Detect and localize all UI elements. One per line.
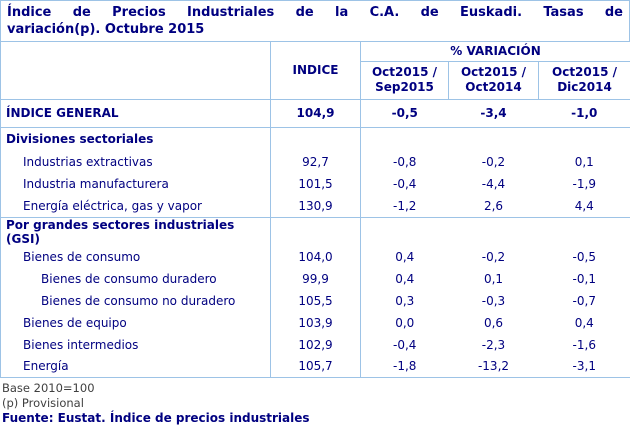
row-label: Industrias extractivas bbox=[0, 151, 271, 173]
cell-var-acumulada bbox=[538, 127, 630, 151]
cell-var-acumulada bbox=[538, 217, 630, 246]
cell-var-interanual: 0,6 bbox=[448, 311, 539, 334]
cell-var-acumulada: -3,1 bbox=[538, 355, 630, 378]
cell-var-acumulada: -1,0 bbox=[538, 99, 630, 128]
row-bienes-consumo-no-duradero: Bienes de consumo no duradero 105,5 0,3 … bbox=[0, 289, 630, 312]
cell-var-mensual: -1,8 bbox=[360, 355, 449, 378]
cell-var-mensual: -0,5 bbox=[360, 99, 449, 128]
cell-indice bbox=[270, 217, 361, 246]
cell-var-mensual: -0,8 bbox=[360, 151, 449, 173]
cell-indice: 103,9 bbox=[270, 311, 361, 334]
indice-column-header: INDICE bbox=[270, 42, 361, 100]
row-bienes-consumo-duradero: Bienes de consumo duradero 99,9 0,4 0,1 … bbox=[0, 267, 630, 290]
cell-indice: 104,9 bbox=[270, 99, 361, 128]
ipi-table: INDICE % VARIACIÓN Oct2015 / Sep2015 Oct… bbox=[0, 42, 630, 378]
period-header-oct2015-sep2015: Oct2015 / Sep2015 bbox=[360, 61, 449, 100]
period-header-oct2015-dic2014: Oct2015 / Dic2014 bbox=[537, 61, 630, 100]
section-label: Divisiones sectoriales bbox=[0, 127, 271, 151]
cell-var-mensual: 0,0 bbox=[360, 311, 449, 334]
row-section-divisiones-sectoriales: Divisiones sectoriales bbox=[0, 127, 630, 151]
cell-var-interanual: 0,1 bbox=[448, 267, 539, 290]
cell-var-mensual bbox=[360, 217, 449, 246]
row-bienes-de-equipo: Bienes de equipo 103,9 0,0 0,6 0,4 bbox=[0, 311, 630, 334]
row-label: Bienes de consumo no duradero bbox=[0, 289, 271, 312]
provisional-note: (p) Provisional bbox=[2, 396, 84, 410]
row-label: Bienes de equipo bbox=[0, 311, 271, 334]
cell-var-interanual bbox=[448, 127, 539, 151]
row-bienes-intermedios: Bienes intermedios 102,9 -0,4 -2,3 -1,6 bbox=[0, 333, 630, 356]
cell-indice: 130,9 bbox=[270, 195, 361, 218]
row-energia: Energía 105,7 -1,8 -13,2 -3,1 bbox=[0, 355, 630, 378]
row-bienes-de-consumo: Bienes de consumo 104,0 0,4 -0,2 -0,5 bbox=[0, 245, 630, 268]
cell-var-acumulada: -1,6 bbox=[538, 333, 630, 356]
cell-var-interanual bbox=[448, 217, 539, 246]
row-section-grandes-sectores-gsi: Por grandes sectores industriales (GSI) bbox=[0, 217, 630, 246]
row-indice-general: ÍNDICE GENERAL 104,9 -0,5 -3,4 -1,0 bbox=[0, 99, 630, 128]
header-row-2: Oct2015 / Sep2015 Oct2015 / Oct2014 Oct2… bbox=[1, 61, 630, 100]
cell-var-acumulada: 0,4 bbox=[538, 311, 630, 334]
base-note: Base 2010=100 bbox=[2, 381, 95, 395]
source-note: Fuente: Eustat. Índice de precios indust… bbox=[2, 411, 310, 425]
row-label: Bienes intermedios bbox=[0, 333, 271, 356]
label-column-header bbox=[0, 42, 271, 100]
cell-var-mensual: 0,4 bbox=[360, 267, 449, 290]
cell-indice: 105,7 bbox=[270, 355, 361, 378]
row-industrias-extractivas: Industrias extractivas 92,7 -0,8 -0,2 0,… bbox=[0, 151, 630, 173]
cell-var-mensual bbox=[360, 127, 449, 151]
cell-var-interanual: -0,2 bbox=[448, 245, 539, 268]
cell-var-acumulada: -0,1 bbox=[538, 267, 630, 290]
cell-var-acumulada: -1,9 bbox=[538, 173, 630, 195]
cell-var-mensual: -0,4 bbox=[360, 173, 449, 195]
cell-var-mensual: -1,2 bbox=[360, 195, 449, 218]
row-label: Energía bbox=[0, 355, 271, 378]
row-energia-electrica-gas-vapor: Energía eléctrica, gas y vapor 130,9 -1,… bbox=[0, 195, 630, 218]
cell-indice: 99,9 bbox=[270, 267, 361, 290]
cell-indice: 105,5 bbox=[270, 289, 361, 312]
cell-var-mensual: -0,4 bbox=[360, 333, 449, 356]
cell-indice: 101,5 bbox=[270, 173, 361, 195]
cell-var-acumulada: 0,1 bbox=[538, 151, 630, 173]
page-title-line2: variación(p). Octubre 2015 bbox=[7, 22, 205, 37]
cell-var-interanual: -4,4 bbox=[448, 173, 539, 195]
cell-var-interanual: -0,3 bbox=[448, 289, 539, 312]
cell-indice: 104,0 bbox=[270, 245, 361, 268]
row-industria-manufacturera: Industria manufacturera 101,5 -0,4 -4,4 … bbox=[0, 173, 630, 195]
cell-var-acumulada: -0,7 bbox=[538, 289, 630, 312]
row-label: Bienes de consumo bbox=[0, 245, 271, 268]
cell-var-mensual: 0,4 bbox=[360, 245, 449, 268]
cell-var-interanual: 2,6 bbox=[448, 195, 539, 218]
row-label: Industria manufacturera bbox=[0, 173, 271, 195]
cell-var-interanual: -0,2 bbox=[448, 151, 539, 173]
cell-var-mensual: 0,3 bbox=[360, 289, 449, 312]
page-title: Índice de Precios Industriales de la C.A… bbox=[0, 0, 630, 42]
page-title-line1: Índice de Precios Industriales de la C.A… bbox=[7, 5, 623, 20]
cell-var-acumulada: -0,5 bbox=[538, 245, 630, 268]
cell-indice: 102,9 bbox=[270, 333, 361, 356]
cell-var-acumulada: 4,4 bbox=[538, 195, 630, 218]
header-row-1: INDICE % VARIACIÓN bbox=[0, 42, 630, 100]
row-label: Bienes de consumo duradero bbox=[0, 267, 271, 290]
section-label: Por grandes sectores industriales (GSI) bbox=[0, 217, 271, 246]
cell-var-interanual: -13,2 bbox=[448, 355, 539, 378]
cell-indice bbox=[270, 127, 361, 151]
cell-var-interanual: -2,3 bbox=[448, 333, 539, 356]
row-label: ÍNDICE GENERAL bbox=[0, 99, 271, 128]
footer: Base 2010=100 (p) Provisional Fuente: Eu… bbox=[0, 378, 630, 426]
cell-indice: 92,7 bbox=[270, 151, 361, 173]
row-label: Energía eléctrica, gas y vapor bbox=[0, 195, 271, 218]
variacion-group-header: % VARIACIÓN bbox=[359, 42, 630, 62]
cell-var-interanual: -3,4 bbox=[448, 99, 539, 128]
period-header-oct2015-oct2014: Oct2015 / Oct2014 bbox=[448, 61, 539, 100]
